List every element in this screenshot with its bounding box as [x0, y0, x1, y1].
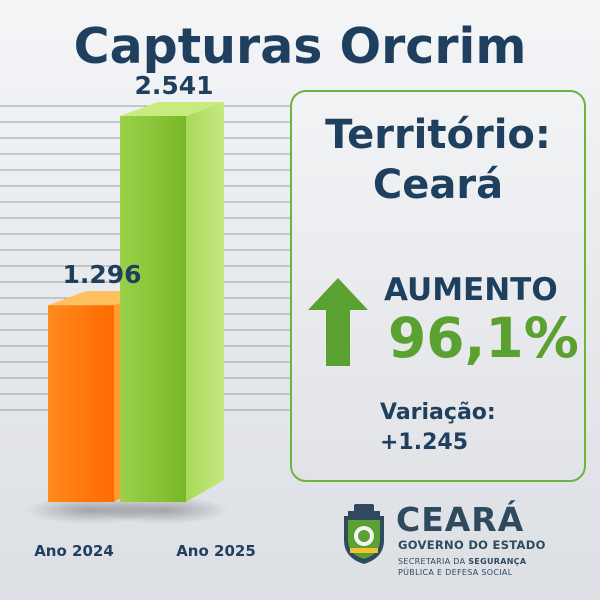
- variation-value: +1.245: [380, 430, 469, 455]
- ceara-coat-of-arms-icon: [344, 504, 384, 564]
- territory-heading: Território: Ceará: [292, 110, 584, 210]
- variation-label: Variação:: [380, 400, 496, 425]
- brand-name: CEARÁ: [396, 500, 525, 539]
- government-label: GOVERNO DO ESTADO: [398, 538, 546, 552]
- government-logo: CEARÁ GOVERNO DO ESTADO SECRETARIA DA SE…: [340, 498, 590, 588]
- page-title: Capturas Orcrim: [73, 18, 527, 75]
- bar-shadow: [97, 496, 229, 524]
- bar-top: [120, 102, 224, 116]
- x-tick-label: Ano 2025: [176, 542, 256, 560]
- secretariat-line-2: PÚBLICA E DEFESA SOCIAL: [398, 568, 513, 577]
- data-label: 2.541: [134, 71, 213, 100]
- territory-name: Ceará: [372, 162, 504, 208]
- secretariat-bold: SEGURANÇA: [468, 557, 527, 566]
- trend-percentage: 96,1%: [388, 306, 579, 370]
- secretariat-prefix: SECRETARIA DA: [398, 557, 469, 566]
- bar-side: [186, 102, 224, 502]
- x-tick-label: Ano 2024: [34, 542, 114, 560]
- secretariat-line-1: SECRETARIA DA SEGURANÇA: [398, 557, 526, 566]
- data-label: 1.296: [62, 260, 141, 289]
- bar-front: [120, 116, 186, 502]
- territory-label: Território:: [325, 112, 551, 158]
- bar-2: [97, 102, 229, 524]
- bar-front: [48, 305, 114, 502]
- variation-block: Variação: +1.245: [380, 398, 496, 458]
- up-arrow-icon: [308, 278, 368, 366]
- trend-label: AUMENTO: [384, 272, 558, 308]
- stats-panel: Território: Ceará AUMENTO 96,1% Variação…: [290, 90, 586, 482]
